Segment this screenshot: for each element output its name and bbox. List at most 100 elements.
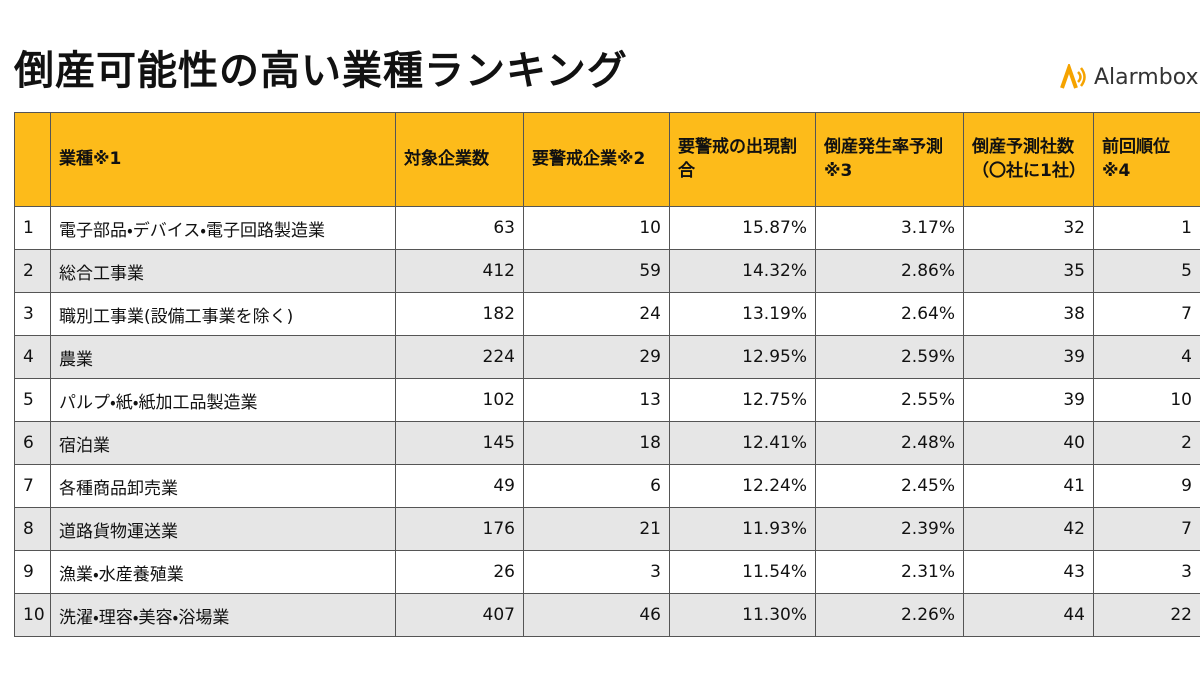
table-cell: 12.24% (669, 464, 816, 508)
table-cell: 102 (395, 378, 524, 422)
table-cell: 5 (14, 378, 51, 422)
table-cell: 59 (523, 249, 670, 293)
table-cell: 14.32% (669, 249, 816, 293)
table-body: 1 電子部品・デバイス・電子回路製造業 63 10 15.87% 3.17% 32 1 2 総合工… (14, 206, 1200, 637)
table-cell: 7 (14, 464, 51, 508)
table-cell: 9 (1093, 464, 1200, 508)
table-cell: 412 (395, 249, 524, 293)
column-header: 対象企業数 (395, 112, 524, 207)
table-row: 7 各種商品卸売業 49 6 12.24% 2.45% 41 9 (14, 464, 1200, 508)
table-cell: 407 (395, 593, 524, 637)
column-header: 倒産予測社数（〇社に1社） (963, 112, 1094, 207)
table-cell: 15.87% (669, 206, 816, 250)
table-cell: 3 (1093, 550, 1200, 594)
table-cell: 49 (395, 464, 524, 508)
column-header: 要警戒の出現割合 (669, 112, 816, 207)
header-row: 業種※1 対象企業数 要警戒企業※2 要警戒の出現割合 倒産発生率予測※3 倒産予測社数（… (14, 112, 1200, 207)
table-row: 1 電子部品・デバイス・電子回路製造業 63 10 15.87% 3.17% 32 1 (14, 206, 1200, 250)
table-cell: 21 (523, 507, 670, 551)
table-cell: 各種商品卸売業 (50, 464, 396, 508)
table-cell: 38 (963, 292, 1094, 336)
table-cell: 宿泊業 (50, 421, 396, 465)
table-cell: 2.26% (815, 593, 964, 637)
table-cell: 2.48% (815, 421, 964, 465)
table-cell: 4 (1093, 335, 1200, 379)
table-cell: 2.64% (815, 292, 964, 336)
table-cell: 7 (1093, 507, 1200, 551)
table-cell: 43 (963, 550, 1094, 594)
page-title: 倒産可能性の高い業種ランキング (14, 48, 628, 94)
table-cell: 2.55% (815, 378, 964, 422)
table-cell: 12.41% (669, 421, 816, 465)
table-cell: 10 (14, 593, 51, 637)
table-row: 3 職別工事業(設備工事業を除く) 182 24 13.19% 2.64% 38 7 (14, 292, 1200, 336)
table-cell: 32 (963, 206, 1094, 250)
table-cell: 1 (1093, 206, 1200, 250)
table-cell: 24 (523, 292, 670, 336)
table-cell: 2.45% (815, 464, 964, 508)
column-header: 前回順位※4 (1093, 112, 1200, 207)
table-row: 10 洗濯・理容・美容・浴場業 407 46 11.30% 2.26% 44 22 (14, 593, 1200, 637)
table-cell: 10 (1093, 378, 1200, 422)
table-cell: 10 (523, 206, 670, 250)
table-cell: 29 (523, 335, 670, 379)
logo-text: Alarmbox (1094, 64, 1199, 90)
table-cell: 道路貨物運送業 (50, 507, 396, 551)
table-cell: 1 (14, 206, 51, 250)
table-cell: 22 (1093, 593, 1200, 637)
table-cell: 46 (523, 593, 670, 637)
table-cell: 6 (14, 421, 51, 465)
table-cell: 9 (14, 550, 51, 594)
table-cell: 41 (963, 464, 1094, 508)
table-cell: 2.39% (815, 507, 964, 551)
table-cell: 26 (395, 550, 524, 594)
table-cell: 145 (395, 421, 524, 465)
table-cell: 5 (1093, 249, 1200, 293)
table-row: 4 農業 224 29 12.95% 2.59% 39 4 (14, 335, 1200, 379)
table-cell: 3 (523, 550, 670, 594)
table-cell: 4 (14, 335, 51, 379)
table-cell: 42 (963, 507, 1094, 551)
table-cell: 44 (963, 593, 1094, 637)
table-cell: 18 (523, 421, 670, 465)
table-cell: 6 (523, 464, 670, 508)
column-header: 要警戒企業※2 (523, 112, 670, 207)
table-cell: 11.30% (669, 593, 816, 637)
table-cell: 13 (523, 378, 670, 422)
table-cell: 農業 (50, 335, 396, 379)
table-cell: 2 (14, 249, 51, 293)
table-cell: 63 (395, 206, 524, 250)
table-cell: 2 (1093, 421, 1200, 465)
table-cell: 224 (395, 335, 524, 379)
table-cell: 3.17% (815, 206, 964, 250)
table-cell: 2.59% (815, 335, 964, 379)
column-header: 業種※1 (50, 112, 396, 207)
table-cell: 総合工事業 (50, 249, 396, 293)
table-cell: 40 (963, 421, 1094, 465)
table-row: 5 パルプ・紙・紙加工品製造業 102 13 12.75% 2.55% 39 10 (14, 378, 1200, 422)
table-cell: 11.93% (669, 507, 816, 551)
table-cell: 12.75% (669, 378, 816, 422)
table-cell: 2.86% (815, 249, 964, 293)
column-header: 倒産発生率予測※3 (815, 112, 964, 207)
table-cell: 3 (14, 292, 51, 336)
table-cell: 12.95% (669, 335, 816, 379)
table-cell: 7 (1093, 292, 1200, 336)
table-cell: 2.31% (815, 550, 964, 594)
table-cell: 漁業・水産養殖業 (50, 550, 396, 594)
table-cell: 8 (14, 507, 51, 551)
table-cell: 182 (395, 292, 524, 336)
table-cell: 35 (963, 249, 1094, 293)
table-cell: 電子部品・デバイス・電子回路製造業 (50, 206, 396, 250)
table-cell: 176 (395, 507, 524, 551)
ranking-table: 業種※1 対象企業数 要警戒企業※2 要警戒の出現割合 倒産発生率予測※3 倒産予測社数（… (14, 112, 1200, 637)
table-cell: パルプ・紙・紙加工品製造業 (50, 378, 396, 422)
table-cell: 洗濯・理容・美容・浴場業 (50, 593, 396, 637)
table-row: 9 漁業・水産養殖業 26 3 11.54% 2.31% 43 3 (14, 550, 1200, 594)
table-cell: 11.54% (669, 550, 816, 594)
logo-icon (1060, 64, 1086, 89)
table-cell: 39 (963, 378, 1094, 422)
table-cell: 39 (963, 335, 1094, 379)
logo: Alarmbox (1058, 64, 1199, 90)
